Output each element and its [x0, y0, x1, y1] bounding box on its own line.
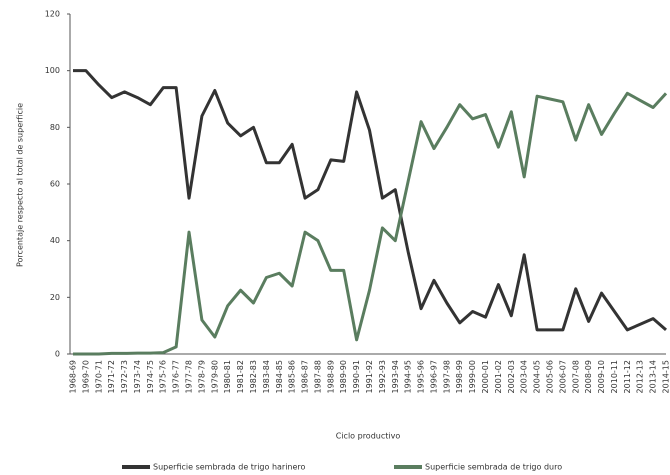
x-tick-label: 2000-01	[481, 360, 490, 393]
x-tick-label: 1983-84	[262, 360, 271, 393]
x-tick-label: 1996-97	[429, 360, 438, 393]
y-tick-label: 0	[55, 350, 60, 359]
x-tick-label: 1979-80	[210, 360, 219, 393]
x-tick-label: 2003-04	[520, 360, 529, 393]
x-tick-label: 1980-81	[223, 360, 232, 393]
x-tick-label: 1999-00	[468, 360, 477, 393]
y-axis-label: Porcentaje respecto al total de superfic…	[16, 103, 25, 267]
x-tick-label: 2014-15	[662, 360, 670, 393]
x-tick-label: 1991-92	[365, 360, 374, 393]
x-tick-label: 1977-78	[185, 360, 194, 393]
x-tick-label: 1981-82	[236, 360, 245, 393]
x-tick-label: 2013-14	[649, 360, 658, 393]
x-axis-label: Ciclo productivo	[336, 432, 401, 441]
legend-label: Superficie sembrada de trigo duro	[425, 463, 562, 472]
x-tick-label: 1971-72	[107, 360, 116, 393]
x-tick-label: 1994-95	[404, 360, 413, 393]
x-tick-label: 1993-94	[391, 360, 400, 393]
x-tick-label: 1988-89	[326, 360, 335, 393]
y-tick-label: 60	[50, 180, 60, 189]
x-tick-label: 1984-85	[275, 360, 284, 393]
x-tick-label: 1989-90	[339, 360, 348, 393]
x-tick-label: 1968-69	[69, 360, 78, 393]
x-tick-label: 1985-86	[288, 360, 297, 393]
x-tick-label: 2007-08	[571, 360, 580, 393]
x-tick-label: 2002-03	[507, 360, 516, 393]
x-tick-label: 1995-96	[417, 360, 426, 393]
x-tick-label: 2004-05	[533, 360, 542, 393]
y-tick-label: 40	[50, 236, 60, 245]
series-line	[73, 91, 668, 356]
y-tick-label: 20	[50, 293, 60, 302]
x-tick-label: 1997-98	[442, 360, 451, 393]
x-tick-label: 1978-79	[197, 360, 206, 393]
y-tick-label: 80	[50, 123, 60, 132]
x-tick-label: 1969-70	[81, 360, 90, 393]
x-tick-label: 1992-93	[378, 360, 387, 393]
x-tick-label: 2008-09	[584, 360, 593, 393]
x-tick-label: 2001-02	[494, 360, 503, 393]
x-tick-label: 1976-77	[172, 360, 181, 393]
x-tick-label: 1986-87	[301, 360, 310, 393]
series-line	[73, 69, 667, 332]
y-tick-label: 120	[45, 10, 60, 19]
y-tick-label: 100	[45, 66, 60, 75]
x-tick-label: 1982-83	[249, 360, 258, 393]
x-tick-label: 2006-07	[558, 360, 567, 393]
x-tick-label: 2005-06	[545, 360, 554, 393]
x-tick-label: 1990-91	[352, 360, 361, 393]
x-tick-label: 1998-99	[455, 360, 464, 393]
legend-label: Superficie sembrada de trigo harinero	[153, 463, 306, 472]
x-tick-label: 1975-76	[159, 360, 168, 393]
x-tick-label: 2009-10	[597, 360, 606, 393]
x-tick-label: 1973-74	[133, 360, 142, 393]
x-tick-label: 1970-71	[94, 360, 103, 393]
x-tick-label: 2011-12	[623, 360, 632, 393]
x-tick-label: 2010-11	[610, 360, 619, 393]
x-tick-label: 1987-88	[313, 360, 322, 393]
x-tick-label: 1974-75	[146, 360, 155, 393]
x-tick-label: 1972-73	[120, 360, 129, 393]
x-tick-label: 2012-13	[636, 360, 645, 393]
